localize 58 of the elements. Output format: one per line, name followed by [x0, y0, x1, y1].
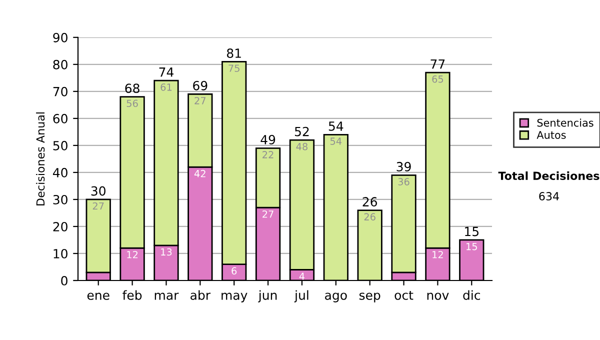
data-label: 42	[194, 170, 206, 178]
data-label: 56	[126, 100, 138, 108]
data-label: 13	[161, 248, 172, 256]
total-label: 54	[328, 122, 344, 131]
data-label: 12	[432, 250, 443, 258]
x-tick-label: jul	[294, 290, 308, 302]
data-label: 15	[466, 242, 477, 250]
total-label: 77	[430, 59, 445, 69]
total-label: 30	[91, 186, 106, 196]
total-label: 39	[396, 162, 411, 172]
data-label: 61	[160, 83, 172, 91]
y-tick-label: 20	[53, 222, 68, 232]
data-label: 26	[364, 213, 376, 220]
data-label: 48	[296, 142, 308, 150]
data-label: 6	[232, 267, 237, 275]
y-tick-label: 70	[53, 86, 68, 96]
total-label: 69	[193, 80, 208, 90]
x-tick-label: mar	[154, 292, 179, 300]
x-tick-label: may	[222, 292, 248, 302]
x-tick-label: feb	[122, 290, 142, 300]
y-tick-label: 50	[53, 140, 68, 150]
data-label: 65	[432, 75, 444, 83]
x-tick-label: nov	[427, 292, 449, 300]
x-tick-label: dic	[463, 290, 480, 300]
y-tick-label: 80	[53, 60, 68, 70]
data-label: 4	[299, 272, 305, 280]
y-tick-label: 0	[61, 276, 68, 286]
data-label: 54	[330, 138, 342, 145]
data-label: 12	[127, 250, 138, 258]
y-tick-label: 90	[53, 32, 68, 42]
y-tick-label: 40	[52, 168, 68, 178]
x-tick-label: jun	[258, 290, 277, 302]
total-label: 74	[159, 68, 174, 77]
x-tick-label: ago	[325, 292, 347, 302]
data-label: 27	[262, 210, 274, 218]
total-label: 81	[226, 48, 241, 58]
legend-label: Autos	[536, 131, 566, 139]
text: Total Decisiones	[498, 171, 600, 180]
total-label: 15	[465, 226, 478, 236]
x-tick-label: sep	[359, 292, 380, 302]
total-label: 26	[362, 197, 377, 206]
x-tick-label: abr	[190, 290, 211, 300]
total-label: 49	[260, 134, 276, 144]
x-tick-label: ene	[87, 292, 110, 300]
legend-label: Sentencias	[537, 118, 594, 127]
data-label: 22	[262, 151, 274, 158]
x-tick-label: oct	[394, 290, 414, 300]
data-label: 36	[398, 178, 410, 186]
y-tick-label: 30	[53, 194, 68, 204]
total-label: 52	[294, 126, 309, 136]
y-tick-label: 10	[54, 248, 68, 258]
y-axis-title: Decisiones Anual	[36, 112, 45, 206]
data-label: 75	[228, 64, 240, 72]
text: 634	[539, 192, 559, 200]
y-tick-label: 60	[53, 114, 68, 124]
data-label: 27	[194, 96, 206, 104]
data-label: 27	[92, 202, 104, 210]
total-label: 68	[125, 84, 140, 94]
